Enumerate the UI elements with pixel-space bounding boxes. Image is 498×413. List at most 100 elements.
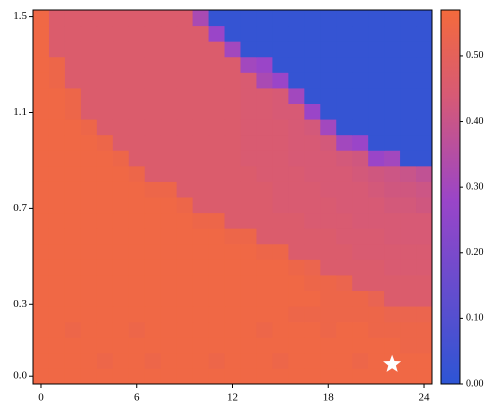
heatmap-cell [368, 197, 385, 214]
heatmap-cell [80, 10, 98, 27]
heatmap-cell [224, 321, 241, 338]
star-marker [383, 354, 402, 372]
heatmap-cell [96, 119, 114, 136]
heatmap-cell [48, 321, 66, 338]
heatmap-cell [288, 150, 305, 167]
heatmap-cell [192, 25, 210, 42]
heatmap-cell [320, 228, 337, 245]
heatmap-cell [208, 10, 226, 27]
heatmap-cell [192, 56, 210, 73]
heatmap-cell [368, 212, 385, 229]
heatmap-cell [112, 41, 130, 58]
heatmap-cell [272, 56, 289, 73]
heatmap-cell [288, 165, 305, 182]
heatmap-cell [336, 150, 353, 167]
heatmap-cell [208, 87, 226, 104]
heatmap-cell [64, 306, 82, 323]
heatmap-cell [144, 337, 162, 354]
heatmap-cell [272, 259, 289, 276]
heatmap-cell [176, 72, 194, 89]
heatmap-cell [144, 10, 162, 27]
heatmap-cell [160, 259, 178, 276]
heatmap-cell [176, 103, 194, 120]
heatmap-cell [256, 181, 273, 198]
heatmap-cell [48, 352, 66, 369]
heatmap-cell [96, 103, 114, 120]
heatmap-cell [416, 197, 433, 214]
heatmap-cell [80, 290, 98, 307]
heatmap-cell [128, 119, 146, 136]
heatmap-cell [192, 103, 210, 120]
heatmap-cell [304, 25, 321, 42]
heatmap-cell [64, 25, 82, 42]
heatmap-cell [272, 181, 289, 198]
heatmap-cell [352, 41, 369, 58]
heatmap-cell [80, 25, 98, 42]
heatmap-cell [64, 243, 82, 260]
heatmap-cell [112, 87, 130, 104]
heatmap-cell [96, 321, 114, 338]
heatmap-cell [112, 134, 130, 151]
heatmap-cell [128, 259, 146, 276]
heatmap-cell [64, 181, 82, 198]
heatmap-cell [48, 165, 66, 182]
heatmap-cell [240, 259, 257, 276]
heatmap-cell [208, 150, 226, 167]
heatmap-cell [400, 181, 417, 198]
heatmap-cell [400, 243, 417, 260]
heatmap-cell [272, 243, 289, 260]
heatmap-cell [368, 119, 385, 136]
heatmap-cell [96, 150, 114, 167]
heatmap-cell [336, 56, 353, 73]
heatmap-cell [336, 306, 353, 323]
heatmap-cell [368, 243, 385, 260]
heatmap-cell [416, 243, 433, 260]
heatmap-cell [272, 119, 289, 136]
heatmap-cell [400, 87, 417, 104]
heatmap-cell [160, 25, 178, 42]
heatmap-cell [176, 165, 194, 182]
heatmap-cell [240, 368, 257, 385]
heatmap-cell [256, 165, 273, 182]
heatmap-cell [304, 337, 321, 354]
heatmap-cell [224, 87, 241, 104]
heatmap-cell [336, 87, 353, 104]
heatmap-cell [384, 321, 401, 338]
heatmap-cell [384, 274, 401, 291]
heatmap-cell [144, 290, 162, 307]
heatmap-cell [128, 290, 146, 307]
heatmap-cell [112, 103, 130, 120]
heatmap-cell [112, 337, 130, 354]
heatmap-cell [272, 352, 289, 369]
heatmap-cell [112, 10, 130, 27]
heatmap-cell [96, 243, 114, 260]
heatmap-cell [33, 197, 50, 214]
heatmap-cell [160, 352, 178, 369]
heatmap-cell [192, 119, 210, 136]
y-tick-label: 1.1 [13, 106, 27, 118]
heatmap-cell [304, 134, 321, 151]
heatmap-cell [256, 243, 273, 260]
heatmap-cell [400, 41, 417, 58]
heatmap-cell [272, 134, 289, 151]
heatmap-cell [208, 259, 226, 276]
heatmap-cell [240, 352, 257, 369]
heatmap-cell [368, 10, 385, 27]
heatmap-cell [256, 150, 273, 167]
heatmap-cell [48, 134, 66, 151]
heatmap-cell [64, 212, 82, 229]
heatmap-cell [256, 10, 273, 27]
heatmap-cell [144, 212, 162, 229]
heatmap-cell [64, 352, 82, 369]
heatmap-cell [304, 181, 321, 198]
heatmap-cell [208, 243, 226, 260]
heatmap-cell [112, 165, 130, 182]
heatmap-cell [128, 25, 146, 42]
heatmap-cell [160, 321, 178, 338]
heatmap-cell [33, 10, 50, 27]
heatmap-cell [96, 368, 114, 385]
heatmap-cell [33, 87, 50, 104]
heatmap-cell [33, 352, 50, 369]
heatmap-cell [400, 72, 417, 89]
heatmap-cell [256, 41, 273, 58]
